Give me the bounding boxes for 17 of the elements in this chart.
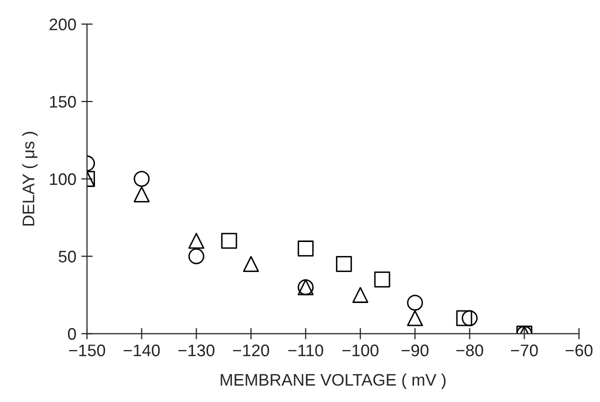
x-tick-label: −60 bbox=[566, 344, 592, 356]
y-tick-label: 50 bbox=[58, 250, 76, 262]
y-tick-label: 100 bbox=[50, 173, 76, 186]
x-tick-label: −100 bbox=[342, 344, 378, 356]
y-axis-title: DELAY ( μs ) bbox=[22, 132, 38, 226]
x-tick-label: −140 bbox=[124, 344, 160, 356]
x-tick-label: −110 bbox=[288, 344, 324, 356]
y-tick-label: 150 bbox=[50, 96, 76, 108]
x-tick-label: −130 bbox=[178, 344, 214, 356]
x-tick-label: −150 bbox=[69, 344, 106, 356]
x-tick-label: −120 bbox=[233, 344, 270, 356]
y-tick-label: 200 bbox=[50, 18, 76, 30]
x-tick-label: −80 bbox=[456, 344, 484, 356]
y-tick-label: 0 bbox=[68, 328, 76, 340]
x-axis-title: MEMBRANE VOLTAGE ( mV ) bbox=[220, 374, 446, 390]
x-tick-label: −90 bbox=[402, 344, 428, 356]
x-tick-label: −70 bbox=[511, 344, 538, 356]
